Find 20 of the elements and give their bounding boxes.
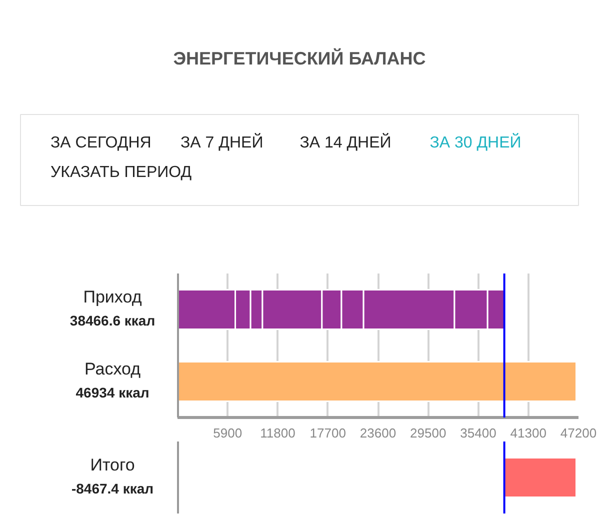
total-label: 46934 ккал [76,384,150,400]
x-tick-label: 5900 [213,426,242,440]
y-tick-label: Итого [90,456,135,474]
x-tick-label: 41300 [510,426,546,440]
x-tick-label: 11800 [260,426,296,440]
y-tick-label: Приход [83,288,142,306]
category-label: УКАЗАТЬ ПЕРИОД [50,164,192,182]
category-label: ЗА СЕГОДНЯ [50,134,152,152]
x-tick-label: 23600 [360,426,396,440]
x-tick-label: 29500 [410,426,446,440]
total-label: 38466.6 ккал [70,312,156,328]
x-tick-label: 17700 [310,426,346,440]
text: -8467.4 ккал [71,480,154,496]
text: ЭНЕРГЕТИЧЕСКИЙ БАЛАНС [173,48,426,68]
category-label: ЗА 30 ДНЕЙ [430,132,522,152]
x-tick-label: 35400 [460,426,496,440]
x-tick-label: 47200 [560,426,597,440]
category-label: ЗА 14 ДНЕЙ [300,132,392,152]
y-tick-label: Расход [84,360,141,378]
category-label: ЗА 7 ДНЕЙ [180,132,264,152]
